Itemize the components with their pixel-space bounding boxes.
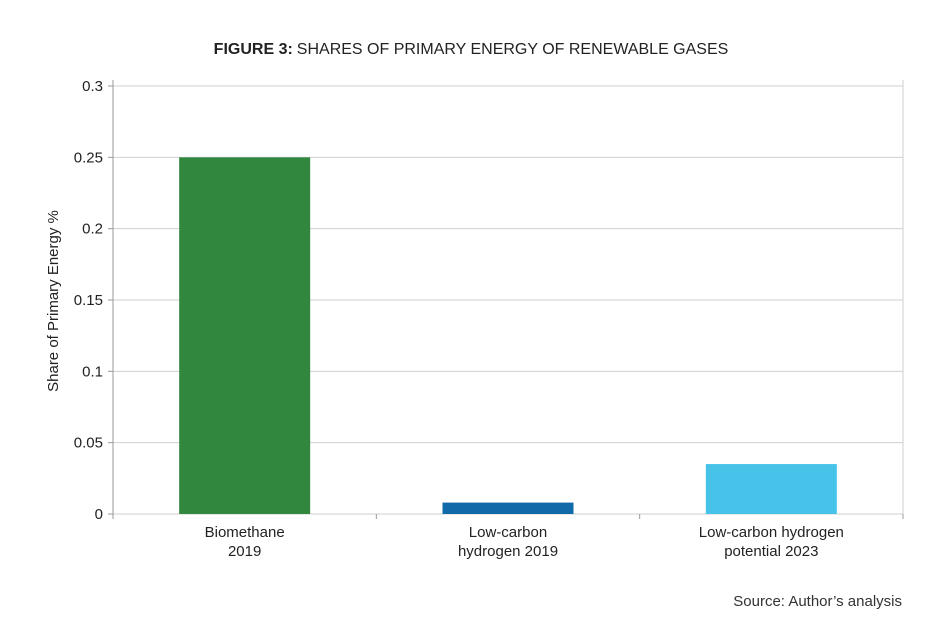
y-tick-label: 0.05: [74, 435, 103, 452]
y-tick-label: 0: [95, 506, 103, 523]
bar: [705, 464, 837, 514]
chart-title: FIGURE 3: SHARES OF PRIMARY ENERGY OF REN…: [214, 41, 729, 58]
x-category-label: Biomethane 2019: [205, 524, 285, 560]
source-note: Source: Author’s analysis: [733, 593, 902, 610]
x-category-label: Low-carbon hydrogen 2019: [458, 524, 558, 560]
chart-title-text: SHARES OF PRIMARY ENERGY OF RENEWABLE GA…: [297, 41, 729, 58]
bars: [179, 157, 837, 515]
y-tick-label: 0.3: [82, 78, 103, 95]
y-axis-ticks: 0 0.05 0.1 0.15 0.2 0.25 0.3: [74, 78, 103, 523]
y-tick-label: 0.2: [82, 221, 103, 238]
bar: [442, 502, 574, 514]
y-tick-label: 0.25: [74, 149, 103, 166]
x-axis-labels: Biomethane 2019 Low-carbon hydrogen 2019 Low…: [205, 524, 844, 560]
x-category-label: Low-carbon hydrogen potential 2023: [699, 524, 844, 560]
bar: [179, 157, 311, 515]
y-axis-title: Share of Primary Energy %: [45, 210, 62, 392]
y-tick-label: 0.15: [74, 292, 103, 309]
chart-title-prefix: FIGURE 3:: [214, 41, 293, 58]
y-tick-label: 0.1: [82, 363, 103, 380]
